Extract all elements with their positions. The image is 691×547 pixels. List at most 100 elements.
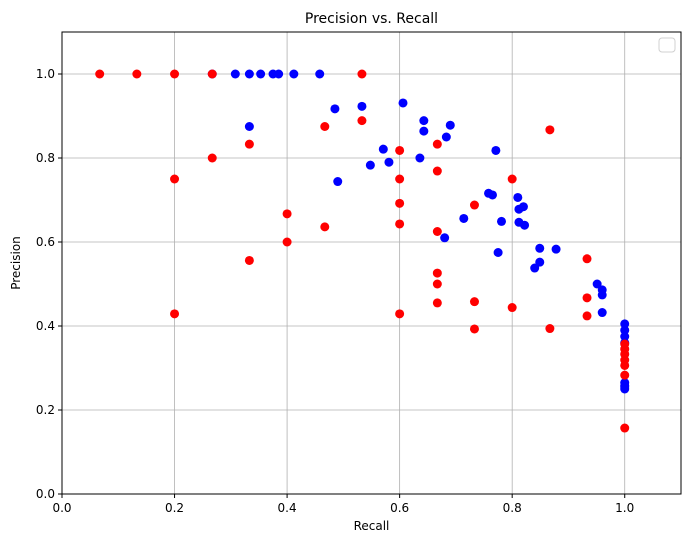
red-data-point <box>432 268 442 278</box>
x-tick-label: 0.4 <box>278 501 297 515</box>
blue-data-point <box>597 290 607 300</box>
red-data-point <box>507 174 517 184</box>
blue-data-point <box>459 213 469 223</box>
blue-data-point <box>487 190 497 200</box>
blue-data-point <box>445 120 455 130</box>
red-data-point <box>620 360 630 370</box>
red-data-point <box>320 122 330 131</box>
x-tick-label: 0.0 <box>52 501 71 515</box>
blue-data-point <box>419 116 429 126</box>
red-data-point <box>132 69 142 79</box>
red-data-point <box>170 69 180 79</box>
blue-data-point <box>315 69 325 79</box>
blue-data-point <box>530 263 540 273</box>
red-data-point <box>582 254 592 264</box>
blue-data-point <box>289 69 299 79</box>
red-data-point <box>357 69 367 79</box>
red-data-point <box>582 311 592 321</box>
blue-data-point <box>535 243 545 253</box>
legend-box <box>658 37 676 53</box>
blue-data-point <box>493 248 503 257</box>
x-tick-label: 0.6 <box>390 501 409 515</box>
red-data-point <box>244 139 254 149</box>
blue-data-point <box>244 69 254 79</box>
red-data-point <box>620 370 630 380</box>
red-data-point <box>170 174 180 184</box>
blue-data-point <box>365 160 375 170</box>
red-data-point <box>469 297 479 307</box>
blue-data-point <box>592 279 602 289</box>
blue-data-point <box>440 233 450 243</box>
red-data-point <box>395 174 405 184</box>
blue-data-point <box>535 257 545 267</box>
blue-data-point <box>333 177 343 187</box>
red-data-point <box>545 324 555 334</box>
blue-data-point <box>620 332 630 341</box>
chart-title: Precision vs. Recall <box>305 11 438 27</box>
blue-data-point <box>357 101 367 111</box>
y-tick-label: 0.4 <box>36 319 55 333</box>
plot-area <box>61 31 682 495</box>
red-data-point <box>207 153 217 163</box>
red-data-point <box>432 298 442 308</box>
y-tick-label: 1.0 <box>36 67 55 81</box>
blue-data-point <box>520 220 530 230</box>
y-tick-label: 0.2 <box>36 403 55 417</box>
blue-data-point <box>274 69 284 79</box>
red-data-point <box>469 200 479 210</box>
blue-data-point <box>620 382 630 392</box>
blue-data-point <box>378 144 388 154</box>
red-data-point <box>432 166 442 176</box>
red-data-point <box>469 324 479 334</box>
x-tick-label: 1.0 <box>615 501 634 515</box>
blue-data-point <box>514 204 524 214</box>
red-data-point <box>545 125 555 135</box>
red-data-point <box>507 303 517 313</box>
y-axis-ticks: 0.0 0.2 0.4 0.6 0.8 1.0 <box>36 67 62 501</box>
blue-data-point <box>398 98 408 108</box>
blue-data-point <box>491 145 501 155</box>
x-tick-label: 0.2 <box>165 501 184 515</box>
red-data-point <box>282 209 292 219</box>
red-data-point <box>320 222 330 232</box>
y-tick-label: 0.8 <box>36 151 55 165</box>
x-axis-ticks: 0.0 0.2 0.4 0.6 0.8 1.0 <box>52 494 634 515</box>
blue-data-point <box>597 308 607 318</box>
red-data-point <box>432 139 442 149</box>
x-axis-label: Recall <box>354 519 390 533</box>
red-data-point <box>395 198 405 208</box>
blue-data-point <box>441 132 451 142</box>
plot-background <box>62 32 681 494</box>
x-tick-label: 0.8 <box>503 501 522 515</box>
plot-frame <box>61 31 682 495</box>
red-data-point <box>432 227 442 236</box>
red-data-point <box>582 293 592 303</box>
blue-data-point <box>551 244 561 254</box>
red-data-point <box>207 69 217 79</box>
red-data-point <box>395 219 405 229</box>
blue-data-point <box>230 69 240 79</box>
blue-data-point <box>419 126 429 136</box>
red-data-point <box>432 279 442 289</box>
red-data-point <box>620 423 630 433</box>
red-data-point <box>282 237 292 247</box>
blue-data-point <box>244 122 254 131</box>
y-axis-label: Precision <box>9 236 23 290</box>
blue-data-point <box>330 104 340 114</box>
blue-data-point <box>415 153 425 163</box>
red-data-point <box>95 69 105 79</box>
y-tick-label: 0.6 <box>36 235 55 249</box>
red-data-point <box>170 309 180 319</box>
blue-data-point <box>384 157 394 167</box>
y-tick-label: 0.0 <box>36 487 55 501</box>
blue-data-point <box>620 319 630 329</box>
data-points <box>95 69 630 433</box>
red-data-point <box>357 116 367 126</box>
red-data-point <box>395 145 405 155</box>
red-data-point <box>395 309 405 319</box>
blue-data-point <box>513 192 523 202</box>
blue-data-point <box>620 325 630 335</box>
red-data-point <box>244 255 254 265</box>
blue-data-point <box>496 216 506 226</box>
